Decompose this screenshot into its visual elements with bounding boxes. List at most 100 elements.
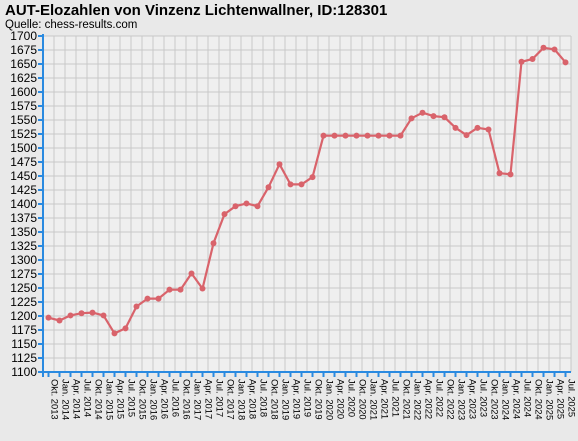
x-tick-label: Jan. 2018: [237, 379, 248, 420]
x-tick-label: Apr. 2021: [380, 379, 391, 419]
data-point: [287, 181, 294, 188]
x-tick-label: Okt. 2019: [314, 379, 325, 420]
y-tick-label: 1350: [10, 225, 37, 239]
y-tick-label: 1625: [10, 71, 37, 85]
x-tick-label: Jul. 2016: [171, 379, 182, 417]
chart-source: Quelle: chess-results.com: [5, 19, 138, 31]
data-point: [518, 58, 525, 65]
data-point: [485, 126, 492, 133]
y-tick-label: 1200: [10, 309, 37, 323]
x-tick-label: Jan. 2016: [149, 379, 160, 420]
y-tick-label: 1375: [10, 211, 37, 225]
y-tick-label: 1425: [10, 183, 37, 197]
x-tick-label: Jan. 2014: [61, 379, 72, 420]
y-tick-label: 1700: [10, 29, 37, 43]
data-point: [342, 132, 349, 139]
data-point: [199, 285, 206, 292]
x-tick-label: Jul. 2020: [347, 379, 358, 417]
chart-title: AUT-Elozahlen von Vinzenz Lichtenwallner…: [5, 2, 388, 19]
data-point: [144, 295, 151, 302]
data-point: [529, 55, 536, 62]
data-point: [78, 310, 85, 317]
x-tick-label: Okt. 2017: [226, 379, 237, 420]
y-tick-label: 1325: [10, 239, 37, 253]
x-tick-label: Jan. 2022: [413, 379, 424, 420]
y-tick-label: 1650: [10, 57, 37, 71]
x-tick-label: Okt. 2023: [490, 379, 501, 420]
y-tick-label: 1475: [10, 155, 37, 169]
data-point: [430, 113, 437, 120]
data-point: [320, 132, 327, 139]
x-tick-label: Jul. 2025: [567, 379, 578, 417]
y-tick-label: 1100: [11, 365, 37, 379]
data-point: [496, 170, 503, 177]
x-tick-label: Jan. 2025: [545, 379, 556, 420]
x-tick-label: Jan. 2023: [457, 379, 468, 420]
y-tick-label: 1675: [10, 43, 37, 57]
data-point: [364, 132, 371, 139]
y-tick-label: 1400: [10, 197, 37, 211]
data-point: [386, 132, 393, 139]
x-tick-label: Jul. 2023: [479, 379, 490, 417]
y-tick-label: 1300: [10, 253, 37, 267]
data-point: [133, 303, 140, 310]
data-point: [221, 211, 228, 218]
x-tick-label: Okt. 2014: [94, 379, 105, 420]
data-point: [507, 171, 514, 178]
x-tick-label: Jan. 2015: [105, 379, 116, 420]
y-tick-label: 1500: [10, 141, 37, 155]
data-point: [551, 46, 558, 53]
y-tick-label: 1150: [11, 337, 37, 351]
y-tick-label: 1575: [10, 99, 37, 113]
x-tick-label: Apr. 2022: [424, 379, 435, 419]
data-point: [265, 184, 272, 191]
data-point: [232, 203, 239, 210]
data-point: [562, 59, 569, 66]
x-tick-label: Apr. 2018: [248, 379, 259, 419]
data-series: [45, 44, 569, 337]
data-point: [166, 286, 173, 293]
data-point: [45, 314, 52, 321]
data-point: [188, 270, 195, 277]
data-point: [540, 44, 547, 51]
x-axis: Okt. 2013 Jan. 2014 Apr. 2014 Jul. 2014 Okt.…: [38, 371, 578, 420]
data-point: [331, 132, 338, 139]
x-tick-label: Jul. 2022: [435, 379, 446, 417]
data-point: [419, 109, 426, 116]
data-point: [452, 124, 459, 131]
y-tick-label: 1450: [10, 169, 37, 183]
data-point: [210, 240, 217, 247]
data-point: [254, 203, 261, 210]
grid-lines: [42, 35, 572, 373]
y-tick-label: 1275: [10, 267, 37, 281]
data-point: [155, 295, 162, 302]
data-point: [111, 330, 118, 337]
data-point: [353, 132, 360, 139]
data-point: [89, 309, 96, 316]
x-tick-label: Okt. 2015: [138, 379, 149, 420]
data-point: [463, 132, 470, 139]
x-tick-label: Okt. 2018: [270, 379, 281, 420]
x-tick-label: Apr. 2017: [204, 379, 215, 419]
x-tick-label: Jan. 2017: [193, 379, 204, 420]
data-point: [122, 325, 129, 332]
x-tick-label: Okt. 2013: [50, 379, 61, 420]
x-tick-label: Apr. 2016: [160, 379, 171, 419]
y-tick-label: 1225: [10, 295, 37, 309]
data-point: [56, 317, 63, 324]
x-tick-label: Apr. 2024: [512, 379, 523, 419]
y-axis: 1100112511501175120012251250127513001325…: [10, 29, 44, 379]
x-tick-label: Apr. 2019: [292, 379, 303, 419]
y-tick-label: 1525: [10, 127, 37, 141]
x-tick-label: Jan. 2024: [501, 379, 512, 420]
data-point: [298, 181, 305, 188]
x-tick-label: Jul. 2021: [391, 379, 402, 417]
x-tick-label: Apr. 2015: [116, 379, 127, 419]
data-point: [67, 312, 74, 319]
x-tick-label: Okt. 2022: [446, 379, 457, 420]
x-tick-label: Jan. 2019: [281, 379, 292, 420]
y-tick-label: 1250: [10, 281, 37, 295]
y-tick-label: 1125: [11, 351, 37, 365]
data-point: [441, 114, 448, 121]
data-point: [309, 174, 316, 181]
